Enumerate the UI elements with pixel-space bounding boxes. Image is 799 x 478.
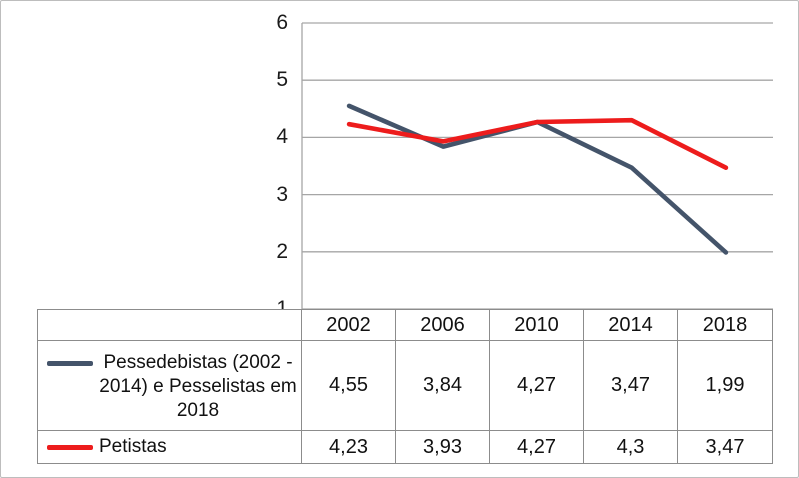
table-corner-cell xyxy=(37,309,302,341)
series-line-petistas xyxy=(346,117,729,170)
series-line-marker-petistas xyxy=(47,444,93,450)
legend-cell-petistas: Petistas xyxy=(37,430,302,464)
year-header: 2010 xyxy=(489,309,584,341)
year-header: 2018 xyxy=(677,309,773,341)
value-cell: 3,47 xyxy=(677,430,773,464)
table-row-petistas: Petistas 4,23 3,93 4,27 4,3 3,47 xyxy=(37,430,773,464)
value-cell: 3,47 xyxy=(583,340,678,431)
series-line-marker-pessedebistas xyxy=(47,361,93,366)
table-header-row: 2002 2006 2010 2014 2018 xyxy=(37,309,773,341)
year-header: 2006 xyxy=(395,309,490,341)
value-cell: 3,93 xyxy=(395,430,490,464)
value-cell: 1,99 xyxy=(677,340,773,431)
series-name-petistas: Petistas xyxy=(99,436,167,457)
year-header: 2002 xyxy=(301,309,396,341)
series-line-pessedebistas xyxy=(346,103,729,255)
value-cell: 4,27 xyxy=(489,430,584,464)
table-row-pessedebistas: Pessedebistas (2002 - 2014) e Pesselista… xyxy=(37,340,773,431)
value-cell: 3,84 xyxy=(395,340,490,431)
series-name-pessedebistas: Pessedebistas (2002 - 2014) e Pesselista… xyxy=(99,352,297,421)
value-cell: 4,27 xyxy=(489,340,584,431)
data-table: 2002 2006 2010 2014 2018 Pessedebistas (… xyxy=(37,309,773,464)
year-header: 2014 xyxy=(583,309,678,341)
value-cell: 4,3 xyxy=(583,430,678,464)
value-cell: 4,55 xyxy=(301,340,396,431)
value-cell: 4,23 xyxy=(301,430,396,464)
legend-cell-pessedebistas: Pessedebistas (2002 - 2014) e Pesselista… xyxy=(37,340,302,431)
